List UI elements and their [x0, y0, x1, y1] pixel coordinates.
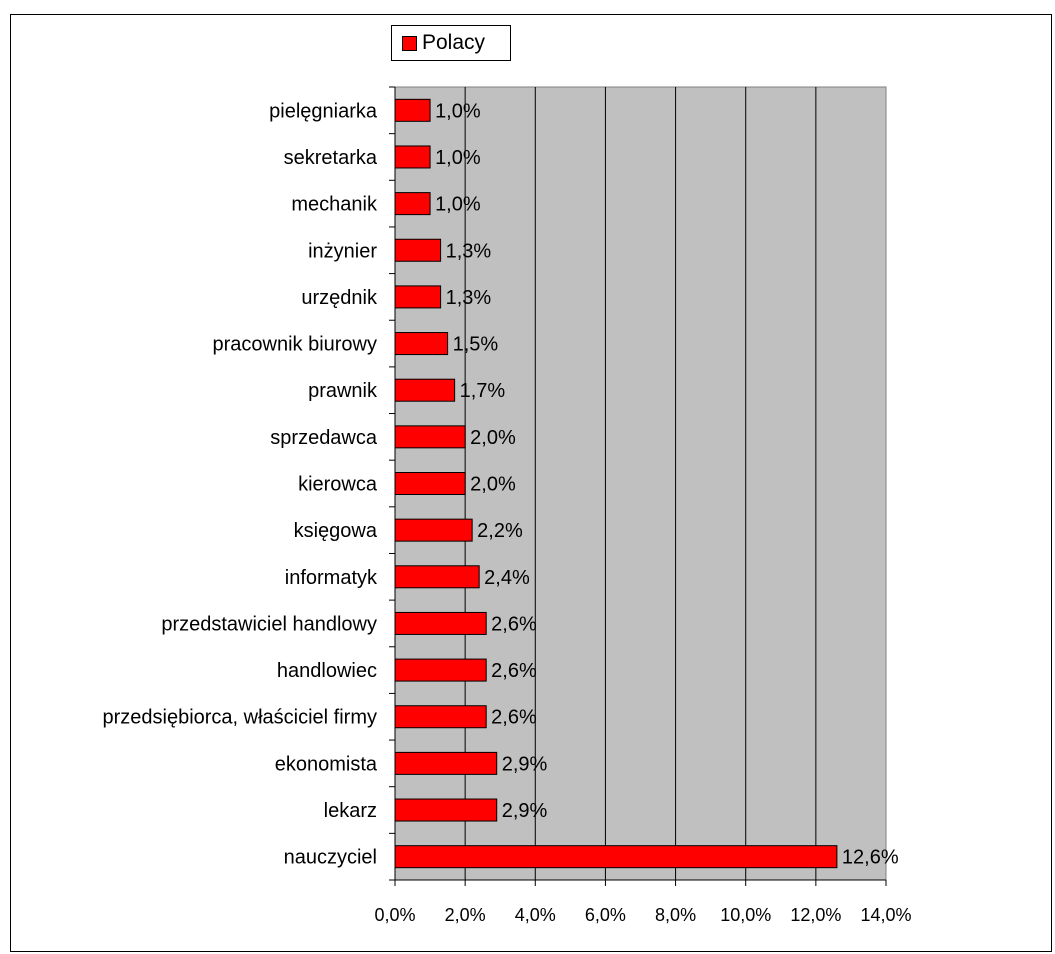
bar [394, 658, 487, 682]
category-label: urzędnik [301, 287, 378, 309]
x-tick-label: 14,0% [860, 905, 911, 925]
category-label: pracownik biurowy [212, 334, 377, 356]
x-tick-label: 10,0% [720, 905, 771, 925]
bar [394, 845, 838, 869]
legend: Polacy [391, 25, 511, 61]
bar [394, 192, 431, 216]
x-tick-label: 0,0% [374, 905, 415, 925]
data-label: 2,0% [470, 474, 516, 496]
data-label: 1,7% [460, 380, 506, 402]
data-label: 2,9% [502, 800, 548, 822]
bar [394, 98, 431, 122]
data-label: 1,0% [435, 194, 481, 216]
data-label: 2,0% [470, 427, 516, 449]
category-label: przedsiębiorca, właściciel firmy [102, 707, 377, 729]
data-label: 2,9% [502, 753, 548, 775]
category-label: ekonomista [275, 753, 378, 775]
data-label: 2,6% [491, 613, 537, 635]
bar [394, 285, 442, 309]
bar [394, 565, 480, 589]
bar [394, 378, 456, 402]
bar [394, 145, 431, 169]
x-tick-label: 2,0% [445, 905, 486, 925]
data-label: 2,4% [484, 567, 530, 589]
category-label: lekarz [324, 800, 377, 822]
x-tick-label: 12,0% [790, 905, 841, 925]
category-label: mechanik [291, 194, 378, 216]
x-tick-label: 6,0% [585, 905, 626, 925]
data-label: 2,6% [491, 707, 537, 729]
bar [394, 472, 466, 495]
bar [394, 238, 442, 262]
category-label: pielęgniarka [269, 100, 378, 122]
category-label: sekretarka [284, 147, 378, 169]
x-tick-label: 4,0% [515, 905, 556, 925]
data-label: 12,6% [842, 847, 899, 869]
category-label: prawnik [308, 380, 378, 402]
data-label: 1,0% [435, 100, 481, 122]
category-label: kierowca [298, 474, 378, 496]
bar [394, 425, 466, 449]
category-label: sprzedawca [270, 427, 378, 449]
data-label: 2,2% [477, 520, 523, 542]
legend-label: Polacy [422, 31, 486, 54]
bar [394, 611, 487, 635]
x-tick-label: 8,0% [655, 905, 696, 925]
category-label: księgowa [294, 520, 378, 542]
data-label: 1,3% [446, 287, 492, 309]
plot-area [394, 86, 887, 881]
category-label: inżynier [308, 240, 377, 262]
category-label: informatyk [285, 567, 378, 589]
bar [394, 332, 449, 356]
legend-swatch [402, 35, 417, 51]
bar [394, 751, 498, 775]
data-label: 1,0% [435, 147, 481, 169]
bar [394, 798, 498, 822]
category-label: handlowiec [277, 660, 377, 682]
bar [394, 705, 487, 729]
data-label: 1,5% [453, 334, 499, 356]
data-label: 2,6% [491, 660, 537, 682]
bar [394, 518, 473, 542]
category-label: nauczyciel [284, 847, 377, 869]
data-label: 1,3% [446, 240, 492, 262]
category-label: przedstawiciel handlowy [161, 613, 377, 635]
